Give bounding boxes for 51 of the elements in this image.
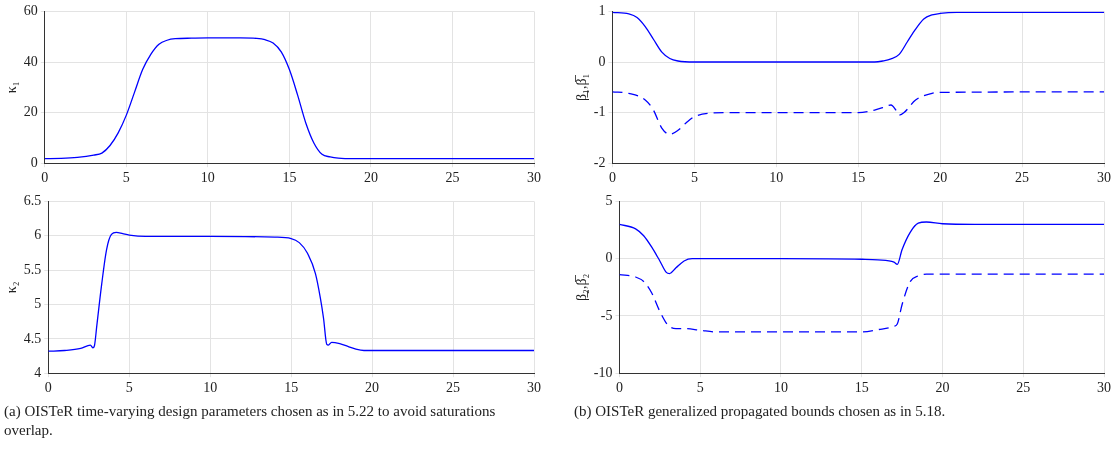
y-tick-label: 5.5 [23, 261, 42, 277]
x-tick-label: 10 [200, 170, 215, 186]
y-tick-label: 4.5 [23, 330, 42, 346]
text: (b) OISTeR generalized propagated bounds chosen as in 5.18. [573, 402, 947, 421]
x-tick-label: 10 [773, 380, 788, 396]
x-tick-label: 30 [527, 380, 541, 396]
x-tick-label: 20 [935, 380, 950, 396]
y-tick-label: 5 [34, 296, 42, 312]
x-tick-label: 15 [282, 170, 297, 186]
y-tick-label: 1 [598, 3, 606, 19]
y-axis-title: κ₁ [4, 81, 20, 94]
y-tick-label: 40 [23, 53, 38, 69]
y-tick-label: 20 [23, 104, 38, 120]
x-tick-label: 30 [1097, 170, 1111, 186]
y-tick-label: -5 [600, 307, 613, 323]
x-tick-label: 5 [696, 380, 704, 396]
x-tick-label: 15 [854, 380, 869, 396]
x-tick-label: 30 [527, 170, 541, 186]
y-tick-label: -2 [593, 154, 606, 170]
line-series [44, 37, 534, 160]
x-tick-label: 15 [284, 380, 299, 396]
x-tick-label: 5 [125, 380, 133, 396]
y-axis-title: β̲₁,β̅₁ [574, 73, 590, 102]
x-tick-label: 0 [44, 380, 52, 396]
x-tick-label: 20 [933, 170, 948, 186]
y-tick-label: -10 [593, 364, 613, 380]
y-tick-label: 60 [23, 3, 38, 19]
x-tick-label: 20 [365, 380, 380, 396]
x-tick-label: 25 [445, 170, 460, 186]
y-tick-label: 6.5 [23, 193, 42, 209]
x-tick-label: 0 [615, 380, 623, 396]
x-tick-label: 25 [446, 380, 461, 396]
y-tick-label: 0 [605, 250, 613, 266]
y-tick-label: 4 [34, 364, 42, 380]
y-tick-label: 5 [605, 193, 613, 209]
y-axis-title: β̲₂,β̅₂ [574, 273, 590, 302]
x-tick-label: 20 [363, 170, 378, 186]
text: (a) OISTeR time-varying design parameters chosen as in 5.22 to avoid saturations overlap. [3, 402, 497, 440]
x-tick-label: 25 [1016, 380, 1031, 396]
x-tick-label: 25 [1015, 170, 1030, 186]
y-tick-label: 0 [30, 154, 38, 170]
y-tick-label: 0 [598, 53, 606, 69]
x-tick-label: 10 [769, 170, 784, 186]
x-tick-label: 5 [690, 170, 698, 186]
x-tick-label: 15 [851, 170, 866, 186]
y-tick-label: -1 [593, 104, 606, 120]
y-tick-label: 6 [34, 227, 42, 243]
y-axis-title: κ₂ [4, 281, 20, 294]
x-tick-label: 30 [1097, 380, 1111, 396]
x-tick-label: 10 [203, 380, 218, 396]
x-tick-label: 5 [122, 170, 130, 186]
